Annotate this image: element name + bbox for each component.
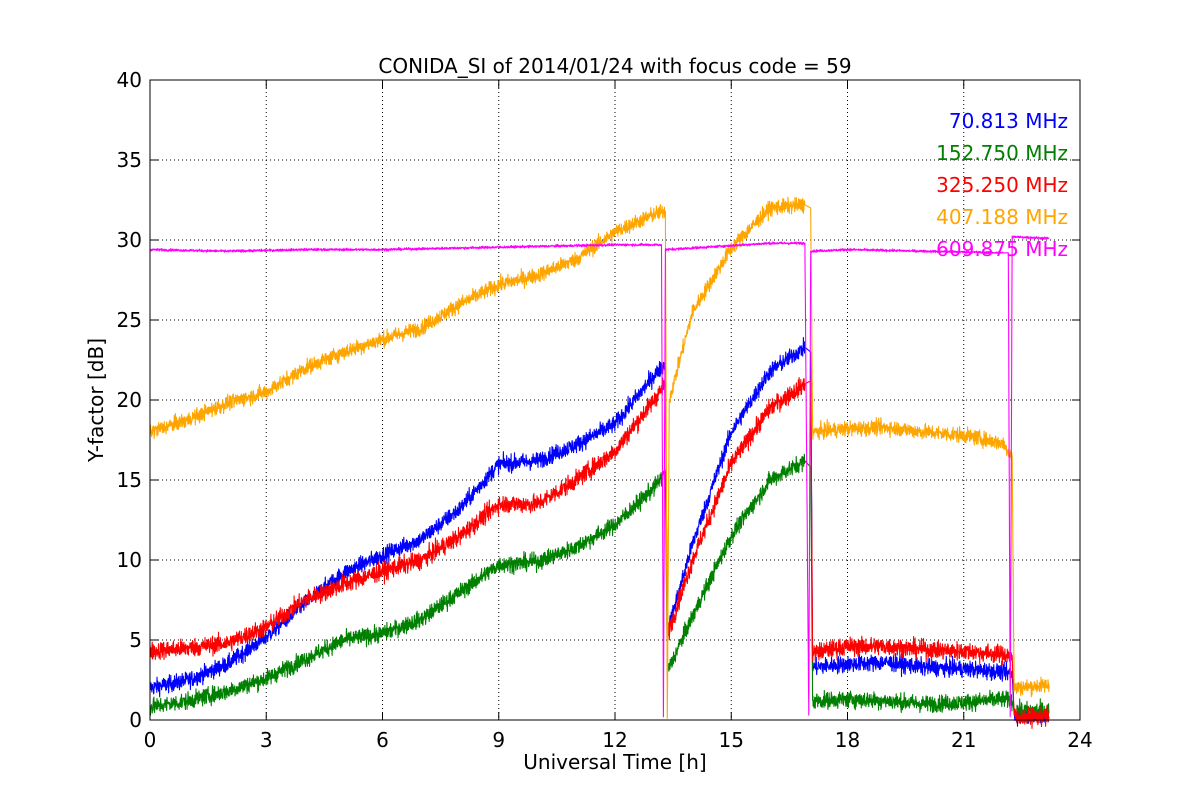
x-tick-label: 3 xyxy=(260,728,273,752)
x-tick-label: 12 xyxy=(602,728,627,752)
y-tick-label: 5 xyxy=(129,628,142,652)
y-axis-label: Y-factor [dB] xyxy=(84,338,108,463)
x-tick-label: 0 xyxy=(144,728,157,752)
legend-entry: 152.750 MHz xyxy=(936,141,1068,165)
x-tick-label: 21 xyxy=(951,728,976,752)
grid xyxy=(150,80,1080,720)
legend-entry: 407.188 MHz xyxy=(936,205,1068,229)
legend: 70.813 MHz 152.750 MHz 325.250 MHz 407.188 … xyxy=(936,109,1068,261)
legend-entry: 609.875 MHz xyxy=(936,237,1068,261)
tick-labels: 0 3 6 9 12 15 18 21 24 0 5 10 15 20 25 30 35 40 xyxy=(117,68,1093,752)
series-layer xyxy=(149,196,1050,729)
x-tick-label: 6 xyxy=(376,728,389,752)
y-tick-label: 30 xyxy=(117,228,142,252)
series-line-1 xyxy=(149,453,1050,723)
legend-entry: 325.250 MHz xyxy=(936,173,1068,197)
x-tick-label: 9 xyxy=(492,728,505,752)
y-tick-label: 35 xyxy=(117,148,142,172)
series-line-4 xyxy=(149,235,1050,718)
y-tick-label: 0 xyxy=(129,708,142,732)
y-tick-label: 20 xyxy=(117,388,142,412)
y-tick-label: 15 xyxy=(117,468,142,492)
y-tick-label: 40 xyxy=(117,68,142,92)
y-tick-label: 10 xyxy=(117,548,142,572)
x-tick-label: 24 xyxy=(1067,728,1092,752)
chart-title: CONIDA_SI of 2014/01/24 with focus code … xyxy=(378,54,851,78)
series-line-2 xyxy=(149,376,1050,729)
ticks xyxy=(149,79,1081,721)
x-axis-label: Universal Time [h] xyxy=(523,750,706,774)
y-tick-label: 25 xyxy=(117,308,142,332)
x-tick-label: 18 xyxy=(835,728,860,752)
x-tick-label: 15 xyxy=(719,728,744,752)
legend-entry: 70.813 MHz xyxy=(949,109,1068,133)
